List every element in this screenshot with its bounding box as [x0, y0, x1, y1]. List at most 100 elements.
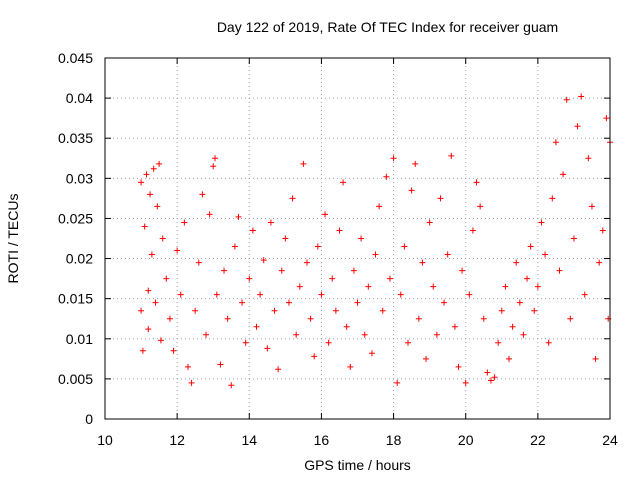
- data-point: [455, 363, 462, 370]
- data-point: [379, 307, 386, 314]
- data-point: [228, 382, 235, 389]
- data-point: [538, 219, 545, 226]
- data-point: [221, 267, 228, 274]
- data-point: [408, 187, 415, 194]
- data-point: [304, 259, 310, 266]
- data-point: [170, 347, 177, 354]
- data-point: [469, 227, 476, 234]
- data-point: [318, 291, 325, 298]
- data-point: [159, 235, 166, 242]
- y-tick-label: 0.03: [66, 170, 93, 186]
- data-point: [139, 347, 146, 354]
- data-point: [145, 326, 152, 333]
- data-point: [560, 171, 567, 178]
- data-point: [300, 160, 307, 167]
- data-point: [184, 363, 191, 370]
- data-point: [451, 323, 458, 330]
- data-point: [192, 307, 199, 314]
- data-point: [437, 195, 444, 202]
- data-point: [433, 331, 440, 338]
- data-point: [138, 179, 145, 186]
- y-tick-label: 0.015: [58, 291, 93, 307]
- x-tick-label: 14: [241, 432, 257, 448]
- x-tick-label: 20: [458, 432, 474, 448]
- data-point: [372, 251, 379, 258]
- data-point: [368, 350, 375, 357]
- data-point: [473, 179, 480, 186]
- data-point: [498, 307, 505, 314]
- data-point: [188, 379, 195, 386]
- data-point: [347, 363, 354, 370]
- data-point: [181, 219, 188, 226]
- data-point: [397, 291, 404, 298]
- data-point: [491, 374, 498, 381]
- data-point: [163, 275, 170, 282]
- data-point: [336, 227, 343, 234]
- data-point: [267, 219, 274, 226]
- data-point: [390, 155, 397, 162]
- data-point: [260, 257, 267, 264]
- data-point: [585, 155, 592, 162]
- x-tick-label: 22: [530, 432, 546, 448]
- axis-ticks: [104, 57, 611, 420]
- y-tick-label: 0.04: [66, 90, 93, 106]
- data-point: [235, 213, 242, 220]
- data-point: [311, 353, 318, 360]
- data-point: [466, 291, 473, 298]
- data-point: [487, 377, 494, 384]
- data-point: [361, 331, 368, 338]
- data-point: [307, 315, 314, 322]
- data-point: [275, 366, 282, 373]
- data-point: [596, 259, 603, 266]
- data-point: [141, 223, 148, 230]
- data-point: [148, 251, 155, 258]
- data-point: [210, 163, 217, 170]
- data-point: [314, 243, 321, 250]
- data-point: [394, 379, 401, 386]
- data-point: [350, 267, 357, 274]
- data-point: [513, 259, 520, 266]
- data-point: [325, 339, 332, 346]
- data-point: [401, 243, 408, 250]
- data-point: [581, 291, 588, 298]
- data-point: [462, 379, 469, 386]
- data-point: [157, 337, 164, 344]
- data-point: [520, 331, 527, 338]
- data-point: [426, 219, 433, 226]
- data-point: [249, 227, 256, 234]
- plot-frame: [104, 57, 611, 420]
- data-point: [212, 155, 219, 162]
- data-point: [174, 247, 181, 254]
- data-point: [542, 251, 549, 258]
- data-point: [242, 339, 249, 346]
- data-point: [415, 315, 422, 322]
- data-point: [332, 307, 339, 314]
- data-point: [506, 355, 512, 362]
- y-tick-label: 0.02: [66, 251, 93, 267]
- data-point: [386, 275, 393, 282]
- data-point: [177, 291, 184, 298]
- data-point: [459, 267, 466, 274]
- data-point: [545, 339, 552, 346]
- data-point: [603, 115, 610, 122]
- y-tick-label: 0.035: [58, 130, 93, 146]
- data-point: [502, 283, 509, 290]
- data-point: [531, 307, 538, 314]
- data-point: [143, 171, 150, 178]
- data-point: [340, 179, 347, 186]
- data-point: [358, 235, 365, 242]
- data-point: [246, 275, 253, 282]
- data-point: [534, 283, 541, 290]
- data-point: [147, 191, 154, 198]
- data-point: [556, 267, 563, 274]
- data-point: [152, 299, 159, 306]
- data-point: [563, 96, 570, 103]
- data-point: [444, 251, 451, 258]
- x-axis-title: GPS time / hours: [304, 457, 411, 473]
- data-point: [527, 243, 534, 250]
- x-tick-label: 24: [602, 432, 618, 448]
- data-point: [195, 259, 202, 266]
- data-point: [524, 275, 531, 282]
- data-point: [199, 191, 206, 198]
